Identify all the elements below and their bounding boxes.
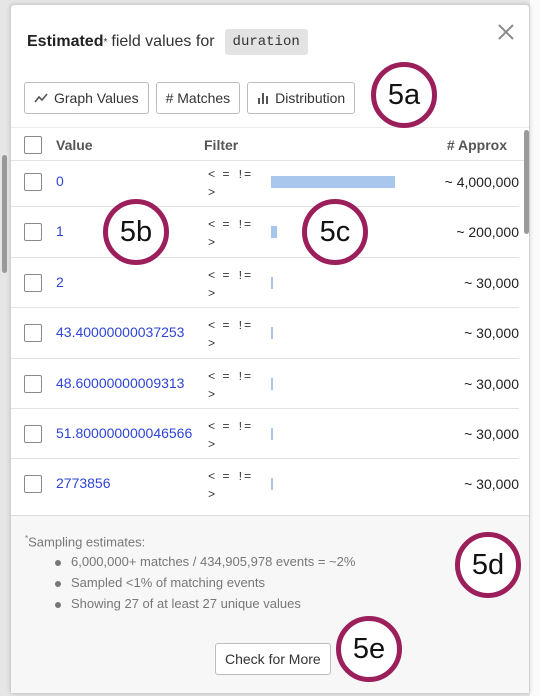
background-code-strip	[530, 0, 540, 696]
row-filter-ops: < = != >	[208, 267, 258, 303]
row-value-link[interactable]: 2	[56, 273, 64, 290]
table-row: 2773856 < = != > ~ 30,000	[11, 459, 519, 509]
bar-chart-icon	[258, 93, 269, 104]
matches-label: # Matches	[165, 90, 231, 106]
table-header: Value Filter # Approx	[11, 127, 529, 161]
row-share-bar	[271, 226, 277, 239]
callout-5e: 5e	[336, 616, 402, 682]
table-row: 1 < = != > ~ 200,000	[11, 207, 519, 258]
filter-ops-line[interactable]: < = !=	[208, 470, 252, 485]
row-share-bar	[271, 427, 273, 440]
title-asterisk: *	[103, 36, 108, 48]
row-checkbox[interactable]	[24, 424, 42, 443]
row-filter-ops: < = != >	[208, 216, 258, 252]
row-share-bar	[271, 176, 395, 188]
select-all-checkbox[interactable]	[24, 136, 42, 154]
callout-5d: 5d	[455, 532, 521, 598]
callout-5a: 5a	[371, 62, 437, 128]
filter-ops-line[interactable]: < = !=	[208, 268, 252, 283]
column-approx: # Approx	[446, 137, 507, 153]
background-scrollbar[interactable]	[2, 155, 7, 273]
row-checkbox[interactable]	[24, 173, 42, 191]
row-value-link[interactable]: 1	[56, 223, 64, 240]
row-value-link[interactable]: 51.800000000046566	[56, 424, 193, 441]
row-filter-ops: < = != >	[208, 368, 258, 404]
row-filter-ops: < = != >	[208, 418, 258, 454]
table-row: 0 < = != > ~ 4,000,000	[11, 157, 519, 208]
row-approx-count: ~ 30,000	[464, 476, 519, 493]
row-approx-count: ~ 4,000,000	[444, 174, 519, 190]
table-scrollbar[interactable]	[524, 130, 529, 234]
row-value-link[interactable]: 43.40000000037253	[56, 324, 185, 341]
sampling-title: *Sampling estimates:	[25, 534, 145, 549]
filter-ops-line[interactable]: < = !=	[208, 319, 252, 334]
row-checkbox[interactable]	[24, 374, 42, 393]
graph-values-button[interactable]: Graph Values	[24, 82, 149, 114]
row-checkbox[interactable]	[24, 475, 42, 494]
row-share-bar	[271, 377, 273, 390]
toolbar: Graph Values # Matches Distribution	[24, 82, 356, 114]
graph-values-label: Graph Values	[54, 90, 139, 106]
table-row: 2 < = != > ~ 30,000	[11, 258, 519, 309]
row-value-link[interactable]: 48.60000000009313	[56, 374, 185, 391]
distribution-button[interactable]: Distribution	[247, 82, 356, 114]
table-row: 51.800000000046566 < = != > ~ 30,000	[11, 409, 519, 460]
row-approx-count: ~ 30,000	[464, 274, 519, 291]
matches-button[interactable]: # Matches	[155, 82, 241, 114]
filter-ops-line[interactable]: < = !=	[208, 369, 252, 384]
sampling-footer: *Sampling estimates: 6,000,000+ matches …	[11, 515, 529, 693]
row-value-link[interactable]: 2773856	[56, 475, 111, 492]
filter-ops-line[interactable]: < = !=	[208, 218, 252, 233]
filter-ops-line[interactable]: < = !=	[208, 419, 252, 434]
distribution-label: Distribution	[275, 90, 346, 106]
table-row: 43.40000000037253 < = != > ~ 30,000	[11, 308, 519, 359]
sampling-note: Sampled <1% of matching events	[55, 575, 355, 596]
row-approx-count: ~ 30,000	[464, 325, 519, 342]
column-filter: Filter	[204, 137, 239, 153]
row-share-bar	[271, 327, 273, 340]
row-approx-count: ~ 30,000	[464, 375, 519, 392]
title-rest: field values for	[111, 33, 215, 50]
row-checkbox[interactable]	[24, 223, 42, 242]
column-value: Value	[56, 137, 93, 153]
row-value-link[interactable]: 0	[56, 173, 64, 189]
sampling-note: 6,000,000+ matches / 434,905,978 events …	[55, 554, 355, 575]
callout-5b: 5b	[103, 199, 169, 265]
row-filter-ops: < = != >	[208, 317, 258, 353]
row-checkbox[interactable]	[24, 273, 42, 292]
trend-line-icon	[34, 93, 48, 103]
row-approx-count: ~ 200,000	[456, 224, 519, 241]
popover-header: Estimated * field values for duration	[27, 29, 308, 55]
sampling-title-text: Sampling estimates:	[28, 534, 146, 550]
filter-ops-gt[interactable]: >	[208, 387, 216, 402]
row-approx-count: ~ 30,000	[464, 425, 519, 442]
title-estimated: Estimated	[27, 33, 104, 50]
row-checkbox[interactable]	[24, 324, 42, 343]
row-share-bar	[271, 478, 273, 491]
field-name-badge: duration	[224, 29, 308, 55]
sampling-note: Showing 27 of at least 27 unique values	[55, 596, 355, 617]
close-icon[interactable]	[497, 23, 515, 41]
filter-ops-gt[interactable]: >	[208, 286, 216, 301]
sampling-asterisk: *	[25, 534, 29, 543]
table-body: 0 < = != > ~ 4,000,000 1 < = != > ~ 200,…	[11, 157, 519, 510]
field-values-popover: Estimated * field values for duration Gra…	[10, 4, 530, 694]
filter-ops-line[interactable]: < = !=	[208, 168, 252, 182]
check-for-more-button[interactable]: Check for More	[215, 643, 331, 675]
filter-ops-gt[interactable]: >	[208, 488, 216, 503]
row-share-bar	[271, 276, 273, 289]
filter-ops-gt[interactable]: >	[208, 437, 216, 452]
sampling-notes: 6,000,000+ matches / 434,905,978 events …	[55, 554, 355, 617]
filter-ops-gt[interactable]: >	[208, 236, 216, 251]
filter-ops-gt[interactable]: >	[208, 337, 216, 352]
filter-ops-gt[interactable]: >	[208, 186, 216, 200]
row-filter-ops: < = != >	[208, 468, 258, 504]
row-filter-ops: < = != >	[208, 166, 258, 202]
callout-5c: 5c	[302, 199, 368, 265]
table-row: 48.60000000009313 < = != > ~ 30,000	[11, 359, 519, 409]
